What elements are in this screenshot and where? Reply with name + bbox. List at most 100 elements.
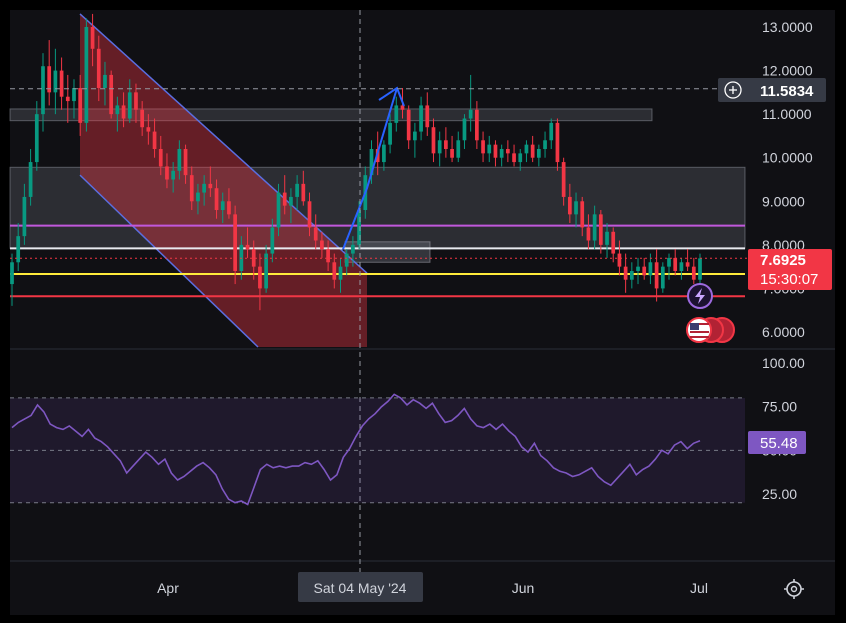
candle-body [28,162,33,197]
candle-body [53,70,58,93]
channel-bottom-line[interactable] [79,174,259,348]
candle [276,183,281,237]
candle [394,96,399,132]
last-price-label: 7.6925 [760,252,806,269]
candle [437,131,442,167]
rsi-value-tag: 55.48 [748,431,806,454]
candle-body [468,109,473,119]
candle [338,257,343,293]
candle [691,257,696,285]
candle-body [462,118,467,141]
candle-body [351,244,355,254]
candle-body [134,92,138,110]
candle [165,153,169,189]
candle [28,149,33,206]
lightning-event-icon[interactable] [687,283,713,309]
candle [388,114,392,154]
candle-body [505,149,510,154]
candle-body [660,266,665,289]
descending-channel[interactable] [80,13,367,348]
settings-gear-icon[interactable] [784,579,804,599]
candle [220,192,225,224]
candle-body [419,105,423,132]
candle [65,74,70,123]
candle-body [121,105,126,119]
candle [444,127,448,158]
candle-body [90,27,95,49]
candle [146,114,151,145]
candle-body [598,214,603,245]
candle [189,166,194,210]
zone-upper[interactable] [9,108,653,122]
rsi-value-label: 55.48 [760,435,798,452]
channel-top-line[interactable] [79,13,368,274]
rsi-pane[interactable] [10,393,745,506]
candle-body [487,144,492,154]
candle-body [679,262,684,271]
projection-arrow[interactable] [342,87,398,250]
price-tick-label: 11.0000 [762,106,812,122]
candle-body [561,162,566,197]
candle [109,70,114,119]
rsi-line[interactable] [11,393,701,506]
candle-body [115,105,120,115]
candle [270,218,275,263]
candle-body [431,127,436,154]
candle-body [22,196,27,237]
candle [196,183,200,215]
candle-body [406,109,411,141]
candle-body [313,227,318,241]
candle [152,118,157,158]
candle-body [140,109,145,128]
add-alert-icon[interactable] [724,81,742,99]
us-flag-events-icon[interactable] [686,317,735,343]
candle-body [84,27,89,123]
candle [289,188,293,224]
candle-body [530,144,535,158]
candle-body [617,253,622,267]
candle [617,240,622,276]
candle-body [369,149,374,176]
candle-body [220,201,225,210]
candle-body [605,231,609,245]
candle-body [673,257,678,271]
candle [78,74,83,136]
candle-body [109,74,114,115]
candle [34,101,39,171]
candle-body [654,262,659,289]
time-label-jun: Jun [512,580,535,596]
candle [134,83,138,123]
candle-body [41,66,45,115]
candle-body [648,262,653,276]
price-pane[interactable] [9,10,748,572]
candle [574,192,578,228]
candle-body [72,88,76,102]
candle [450,135,454,163]
candle-body [642,266,647,276]
candle [208,166,213,197]
candle-body [543,140,547,149]
candle-body [251,249,256,267]
rsi-tick-label: 100.00 [762,355,805,371]
time-label-jul: Jul [690,580,708,596]
candle [413,122,417,158]
candle-body [691,266,696,280]
candle [549,118,554,149]
range-box[interactable] [344,241,431,263]
candle [22,183,27,245]
candle-body [586,227,591,241]
candle-body [512,153,516,163]
candle [425,92,430,136]
rsi-tick-label: 75.00 [762,399,797,415]
candle [202,175,207,206]
candle-body [382,144,386,163]
candle-body [326,249,330,263]
candle-body [518,153,523,163]
candle [301,170,306,206]
candle [623,253,628,293]
candle-body [636,266,640,271]
candle [41,53,45,132]
candle-body [245,244,250,250]
